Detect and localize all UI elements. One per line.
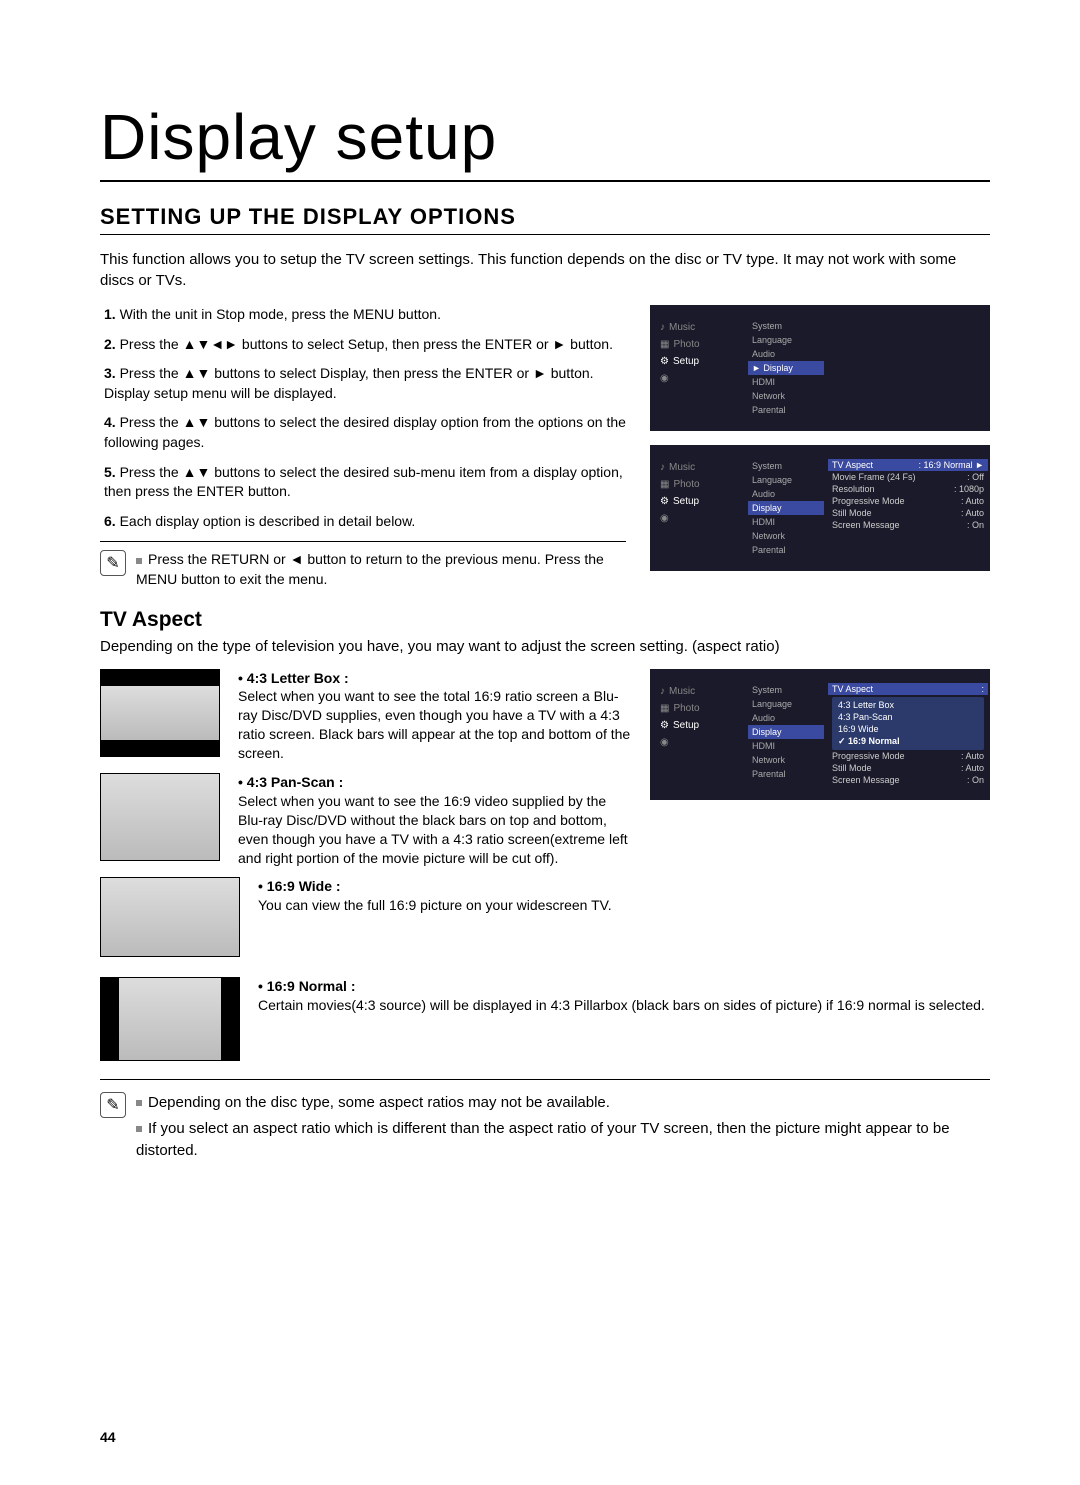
- menu-right-row: Still Mode: Auto: [832, 507, 984, 519]
- aspect-text: Certain movies(4:3 source) will be displ…: [258, 996, 990, 1015]
- section-heading: SETTING UP THE DISPLAY OPTIONS: [100, 204, 990, 235]
- thumb-letterbox: [100, 669, 220, 757]
- menu-icon-music: ♪ Music: [656, 683, 740, 700]
- bottom-note-2: If you select an aspect ratio which is d…: [136, 1118, 990, 1162]
- menu-mid-item: Parental: [748, 543, 824, 557]
- menu-mid-item: Audio: [748, 711, 824, 725]
- menu-right-row: Movie Frame (24 Fs): Off: [832, 471, 984, 483]
- aspect-text: Select when you want to see the total 16…: [238, 687, 632, 763]
- menu-mid-item: HDMI: [748, 739, 824, 753]
- menu-screenshot-1: ♪ Music ▦ Photo ⚙ Setup ◉ System Languag…: [650, 305, 990, 431]
- menu-mid-item: Language: [748, 333, 824, 347]
- thumb-pillarbox: [100, 977, 240, 1061]
- menu-right-row: TV Aspect:: [828, 683, 988, 695]
- menu-screenshot-2: ♪ Music ▦ Photo ⚙ Setup ◉ System Languag…: [650, 445, 990, 571]
- menu-right-row: Progressive Mode: Auto: [832, 495, 984, 507]
- menu-mid-item: Parental: [748, 403, 824, 417]
- menu-mid-item: Language: [748, 473, 824, 487]
- steps-column: 1. With the unit in Stop mode, press the…: [100, 305, 626, 590]
- menu-mid-item-highlight: Display: [748, 501, 824, 515]
- note-icon: ✎: [100, 550, 126, 576]
- thumb-panscan: [100, 773, 220, 861]
- menu-screenshots: ♪ Music ▦ Photo ⚙ Setup ◉ System Languag…: [650, 305, 990, 590]
- menu-right-row: Screen Message: On: [832, 519, 984, 531]
- menu-mid-item: Network: [748, 389, 824, 403]
- menu-right-row: Resolution: 1080p: [832, 483, 984, 495]
- step-1: 1. With the unit in Stop mode, press the…: [104, 305, 626, 325]
- page-title: Display setup: [100, 100, 990, 182]
- menu-mid-item: Network: [748, 753, 824, 767]
- step-4: 4. Press the ▲▼ buttons to select the de…: [104, 413, 626, 452]
- note-icon: ✎: [100, 1092, 126, 1118]
- thumb-wide: [100, 877, 240, 957]
- menu-mid-item: System: [748, 459, 824, 473]
- aspect-popup: 4:3 Letter Box 4:3 Pan-Scan 16:9 Wide ✓ …: [832, 697, 984, 750]
- aspect-label: • 4:3 Letter Box :: [238, 669, 632, 688]
- menu-right-row: Progressive Mode: Auto: [832, 750, 984, 762]
- menu-right-row: TV Aspect: 16:9 Normal ►: [828, 459, 988, 471]
- page-number: 44: [100, 1429, 116, 1445]
- popup-option: 16:9 Wide: [838, 723, 978, 735]
- menu-icon-setup: ⚙ Setup: [656, 353, 740, 370]
- menu-icon-setup: ⚙ Setup: [656, 717, 740, 734]
- menu-right-row: Screen Message: On: [832, 774, 984, 786]
- menu-mid-item-highlight: ► Display: [748, 361, 824, 375]
- menu-mid-item: Parental: [748, 767, 824, 781]
- aspect-wide: • 16:9 Wide : You can view the full 16:9…: [100, 877, 990, 957]
- aspect-text: You can view the full 16:9 picture on yo…: [258, 896, 990, 915]
- aspect-label: • 16:9 Wide :: [258, 877, 990, 896]
- menu-right-row: Still Mode: Auto: [832, 762, 984, 774]
- popup-option: 4:3 Letter Box: [838, 699, 978, 711]
- bottom-note-1: Depending on the disc type, some aspect …: [136, 1092, 990, 1114]
- menu-icon-photo: ▦ Photo: [656, 336, 740, 353]
- steps-list: 1. With the unit in Stop mode, press the…: [100, 305, 626, 531]
- aspect-label: • 4:3 Pan-Scan :: [238, 773, 632, 792]
- popup-option-selected: ✓ 16:9 Normal: [838, 735, 978, 748]
- menu-icon-photo: ▦ Photo: [656, 700, 740, 717]
- menu-mid-item: Audio: [748, 487, 824, 501]
- aspect-normal: • 16:9 Normal : Certain movies(4:3 sourc…: [100, 977, 990, 1061]
- aspect-text: Select when you want to see the 16:9 vid…: [238, 792, 632, 868]
- step-2: 2. Press the ▲▼◄► buttons to select Setu…: [104, 335, 626, 355]
- intro-text: This function allows you to setup the TV…: [100, 249, 990, 291]
- steps-row: 1. With the unit in Stop mode, press the…: [100, 305, 990, 590]
- aspect-letterbox: • 4:3 Letter Box : Select when you want …: [100, 669, 632, 763]
- menu-mid-item: System: [748, 683, 824, 697]
- menu-mid-item: Network: [748, 529, 824, 543]
- menu-screenshot-3: ♪ Music ▦ Photo ⚙ Setup ◉ System Languag…: [650, 669, 990, 878]
- tv-aspect-intro: Depending on the type of television you …: [100, 638, 990, 655]
- menu-mid-item: Audio: [748, 347, 824, 361]
- aspect-label: • 16:9 Normal :: [258, 977, 990, 996]
- menu-mid-item: HDMI: [748, 375, 824, 389]
- aspect-panscan: • 4:3 Pan-Scan : Select when you want to…: [100, 773, 632, 867]
- step-5: 5. Press the ▲▼ buttons to select the de…: [104, 463, 626, 502]
- note-text: Press the RETURN or ◄ button to return t…: [136, 550, 626, 589]
- menu-mid-item: System: [748, 319, 824, 333]
- note-return: ✎ Press the RETURN or ◄ button to return…: [100, 541, 626, 589]
- menu-icon-music: ♪ Music: [656, 459, 740, 476]
- menu-mid-item: HDMI: [748, 515, 824, 529]
- bottom-notes: ✎ Depending on the disc type, some aspec…: [100, 1079, 990, 1165]
- menu-icon-setup: ⚙ Setup: [656, 493, 740, 510]
- tv-aspect-heading: TV Aspect: [100, 608, 990, 632]
- popup-option: 4:3 Pan-Scan: [838, 711, 978, 723]
- step-6: 6. Each display option is described in d…: [104, 512, 626, 532]
- step-3: 3. Press the ▲▼ buttons to select Displa…: [104, 364, 626, 403]
- menu-icon-disc: ◉: [656, 510, 740, 527]
- menu-mid-item-highlight: Display: [748, 725, 824, 739]
- menu-icon-photo: ▦ Photo: [656, 476, 740, 493]
- menu-icon-music: ♪ Music: [656, 319, 740, 336]
- menu-icon-disc: ◉: [656, 734, 740, 751]
- menu-mid-item: Language: [748, 697, 824, 711]
- menu-icon-disc: ◉: [656, 370, 740, 387]
